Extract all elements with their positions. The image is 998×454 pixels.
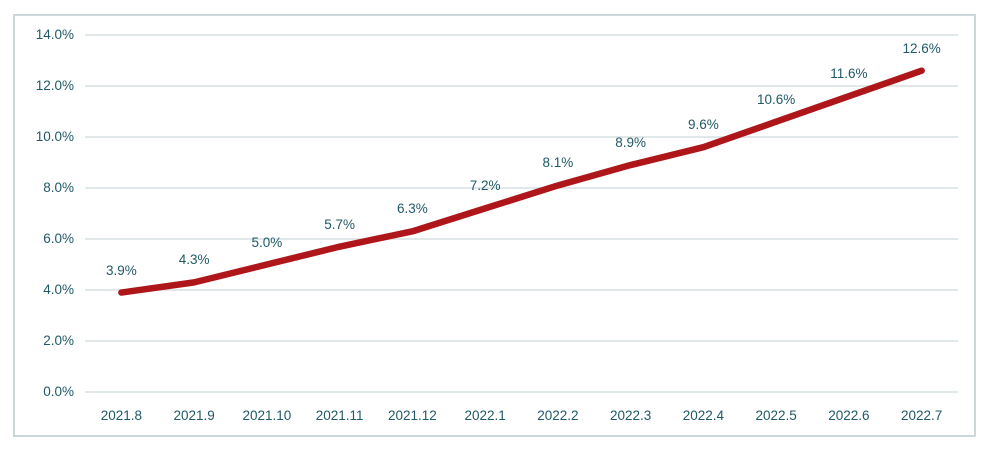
- x-axis-tick-label: 2022.1: [464, 408, 506, 423]
- data-point-label: 11.6%: [830, 66, 868, 82]
- y-axis-tick-label: 4.0%: [43, 282, 74, 297]
- x-axis-tick-label: 2022.5: [755, 408, 797, 423]
- chart-frame: [13, 14, 976, 437]
- data-point-label: 9.6%: [687, 117, 719, 133]
- x-axis-tick-label: 2022.4: [682, 408, 725, 423]
- y-axis-tick-label: 12.0%: [35, 78, 74, 93]
- x-axis-tick-label: 2022.7: [900, 408, 943, 423]
- x-axis-tick-label: 2021.9: [173, 408, 215, 423]
- y-axis-tick-label: 6.0%: [43, 231, 74, 246]
- x-axis-tick-label: 2022.6: [828, 408, 870, 423]
- y-axis-tick-label: 8.0%: [43, 180, 74, 195]
- x-axis-tick-label: 2021.12: [387, 408, 437, 423]
- y-axis-tick-label: 14.0%: [35, 27, 74, 42]
- x-axis-tick-label: 2021.10: [242, 408, 292, 423]
- data-point-label: 4.3%: [178, 252, 210, 268]
- data-point-label: 12.6%: [902, 40, 941, 56]
- x-axis-tick-label: 2022.2: [537, 408, 579, 423]
- data-point-label: 8.9%: [615, 135, 647, 151]
- y-axis-tick-label: 10.0%: [35, 129, 74, 144]
- y-axis-tick-label: 2.0%: [43, 333, 74, 348]
- y-axis-tick-label: 0.0%: [43, 384, 74, 399]
- data-point-label: 3.9%: [105, 262, 137, 278]
- data-point-label: 6.3%: [396, 201, 428, 217]
- data-point-label: 10.6%: [756, 91, 796, 107]
- x-axis-tick-label: 2021.11: [315, 408, 364, 423]
- x-axis-tick-label: 2022.3: [609, 408, 652, 423]
- data-point-label: 5.7%: [324, 216, 356, 232]
- x-axis-tick-label: 2021.8: [100, 408, 143, 423]
- data-point-label: 5.0%: [251, 234, 283, 250]
- data-point-label: 7.2%: [469, 178, 501, 194]
- series-line: [118, 67, 925, 296]
- gridlines: [85, 34, 958, 393]
- data-point-label: 8.1%: [542, 155, 574, 171]
